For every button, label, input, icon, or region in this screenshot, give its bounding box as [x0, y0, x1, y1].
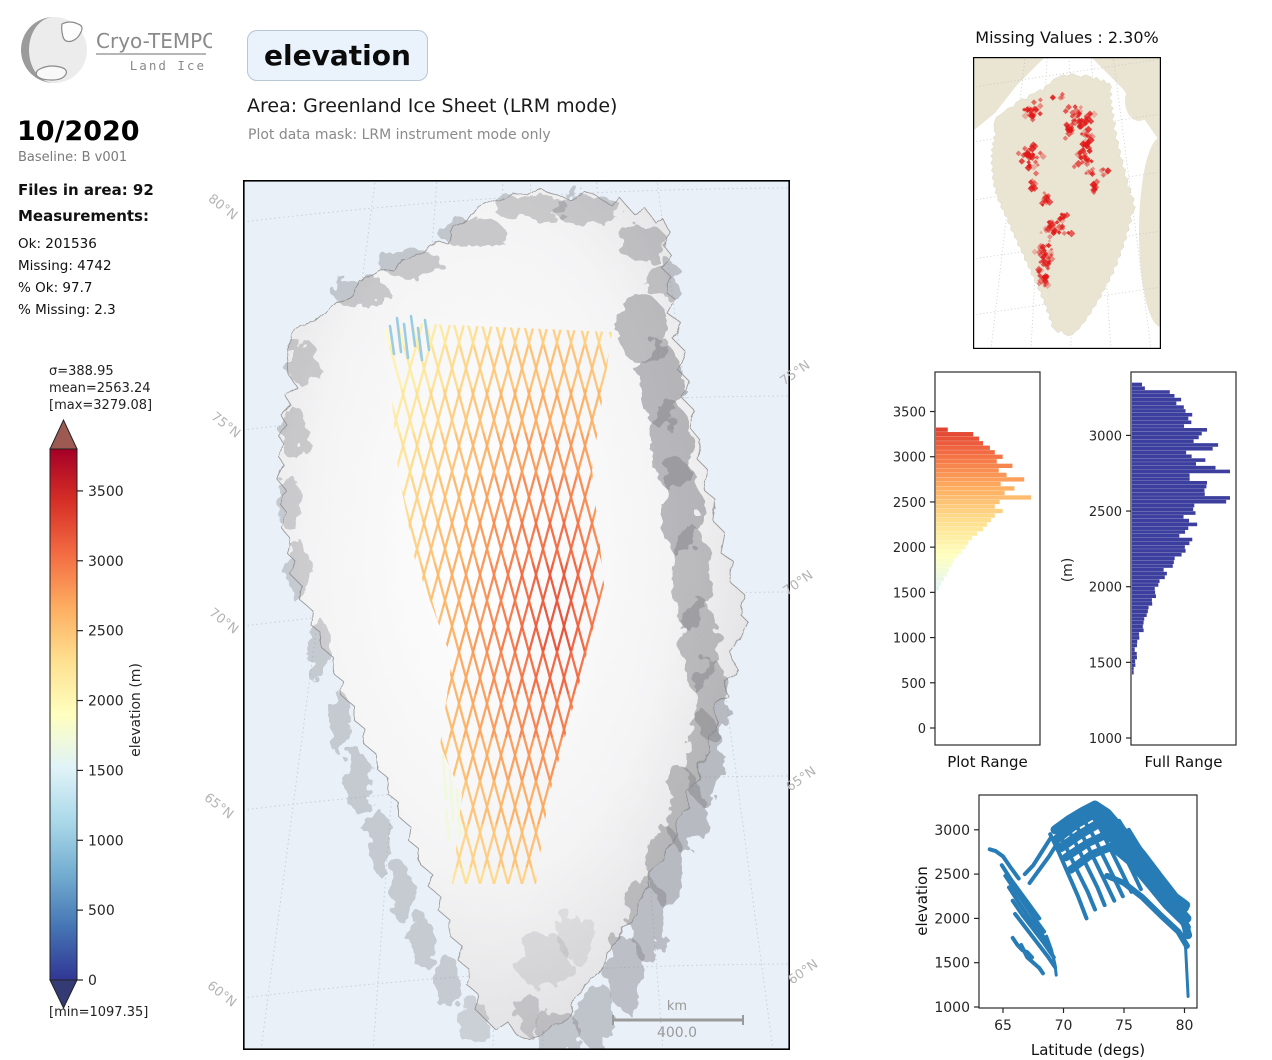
period-label: 10/2020	[17, 116, 140, 147]
cryo-tempo-logo: Cryo-TEMPO Land Ice	[21, 17, 212, 83]
hist-tick-label: 2500	[893, 496, 926, 511]
stat-pct-ok: % Ok: 97.7	[18, 280, 93, 296]
colorbar-axis-label: elevation (m)	[128, 663, 144, 757]
plot-range-label: Plot Range	[947, 753, 1028, 771]
lat-label: 65°N	[200, 790, 236, 823]
scatter-tracks	[987, 800, 1193, 998]
scatter-ytick: 3000	[934, 823, 970, 839]
logo-antarctica-icon	[35, 65, 67, 81]
scatter-xlabel: Latitude (degs)	[1031, 1041, 1145, 1059]
logo-subtitle: Land Ice	[130, 58, 206, 73]
hist-tick-label: 2500	[1089, 505, 1122, 520]
scatter-xtick: 75	[1115, 1018, 1133, 1034]
full-range-ylabel: (m)	[1060, 558, 1076, 583]
hist-tick-label: 3000	[1089, 429, 1122, 444]
logo-crescent-icon	[21, 17, 54, 83]
hist-tick-label: 2000	[893, 541, 926, 556]
colorbar-tick-label: 3500	[88, 484, 124, 500]
scale-bar-unit: km	[666, 999, 688, 1014]
area-title: Area: Greenland Ice Sheet (LRM mode)	[247, 95, 618, 117]
missing-values-title: Missing Values : 2.30%	[975, 28, 1159, 47]
colorbar-sigma: σ=388.95	[49, 364, 114, 379]
hist-tick-label: 0	[918, 722, 926, 737]
mini-greenland	[990, 73, 1136, 337]
colorbar-under-arrow-icon	[49, 979, 78, 1010]
colorbar-stats: σ=388.95 mean=2563.24 [max=3279.08]	[49, 363, 152, 414]
colorbar-over-arrow-icon	[49, 418, 78, 450]
scatter-frame	[978, 794, 1198, 1009]
map-frame	[243, 180, 790, 1050]
map-scale-bar: km 400.0	[597, 999, 757, 1041]
lat-label: 70°N	[205, 605, 241, 638]
scale-bar-line	[612, 1015, 744, 1025]
full-range-histogram: 1000 1500 2000 2500 3000 Full Range (m)	[1060, 371, 1237, 771]
colorbar-min: [min=1097.35]	[49, 1005, 149, 1020]
hist-tick-label: 500	[901, 677, 926, 692]
full-range-frame	[1130, 371, 1237, 746]
latitude-elevation-scatter: 65 70 75 80 1000 1500 2000 2500 3000 Latitude (de…	[913, 794, 1198, 1059]
measurements-heading: Measurements:	[18, 207, 149, 225]
stat-pct-missing: % Missing: 2.3	[18, 302, 116, 318]
lat-label: 80°N	[204, 191, 240, 224]
mini-map-frame	[973, 57, 1161, 349]
variable-badge: elevation	[247, 30, 428, 81]
stat-ok: Ok: 201536	[18, 236, 97, 252]
lat-label: 75°N	[207, 409, 243, 442]
other-landmasses	[973, 57, 1161, 327]
terrain-shading	[278, 195, 727, 1050]
scatter-ytick: 2500	[934, 867, 970, 883]
scatter-xtick: 65	[994, 1018, 1012, 1034]
low-elevation-ticks	[388, 314, 462, 842]
lat-label: 60°N	[203, 978, 239, 1011]
colorbar-tick-label: 500	[88, 903, 115, 919]
scale-bar-value: 400.0	[656, 1025, 698, 1041]
colorbar-tick-label: 2500	[88, 624, 124, 640]
colorbar-tick-label: 2000	[88, 694, 124, 710]
hist-tick-label: 1000	[1089, 732, 1122, 747]
hist-tick-label: 1000	[893, 632, 926, 647]
colorbar-tick-label: 0	[88, 973, 97, 989]
measurement-stats: Ok: 201536 Missing: 4742 % Ok: 97.7 % Mi…	[18, 233, 116, 321]
hist-tick-label: 2000	[1089, 581, 1122, 596]
files-in-area: Files in area: 92	[18, 181, 154, 199]
plot-range-frame	[934, 371, 1041, 746]
scatter-ytick: 1500	[934, 956, 970, 972]
full-range-label: Full Range	[1145, 753, 1223, 771]
scatter-ytick: 2000	[934, 911, 970, 927]
scatter-xtick: 80	[1176, 1018, 1194, 1034]
scatter-ytick: 1000	[934, 1000, 970, 1016]
colorbar-gradient	[49, 448, 78, 981]
colorbar-max: [max=3279.08]	[49, 398, 153, 413]
plot-range-histogram: 0 500 1000 1500 2000 2500 3000 3500 Plot Range	[893, 371, 1041, 771]
baseline-label: Baseline: B v001	[18, 150, 128, 165]
elevation-colorbar: 0 500 1000 1500 2000 2500 3000 3500 elevation (m…	[49, 418, 144, 1010]
hist-tick-label: 1500	[1089, 656, 1122, 671]
missing-values-map	[973, 57, 1161, 349]
hist-tick-label: 3000	[893, 451, 926, 466]
lat-label: 60°N	[785, 956, 822, 989]
hist-tick-label: 3500	[893, 406, 926, 421]
scatter-ylabel: elevation	[913, 866, 931, 935]
scatter-xtick: 70	[1055, 1018, 1073, 1034]
greenland-elevation-map	[243, 180, 790, 1050]
logo-title: Cryo-TEMPO	[96, 29, 212, 53]
colorbar-mean: mean=2563.24	[49, 381, 151, 396]
colorbar-tick-label: 1000	[88, 833, 124, 849]
hist-tick-label: 1500	[893, 586, 926, 601]
mask-note: Plot data mask: LRM instrument mode only	[248, 127, 551, 143]
logo-greenland-icon	[61, 21, 83, 43]
stat-missing: Missing: 4742	[18, 258, 112, 274]
colorbar-tick-label: 3000	[88, 554, 124, 570]
colorbar-tick-label: 1500	[88, 763, 124, 779]
